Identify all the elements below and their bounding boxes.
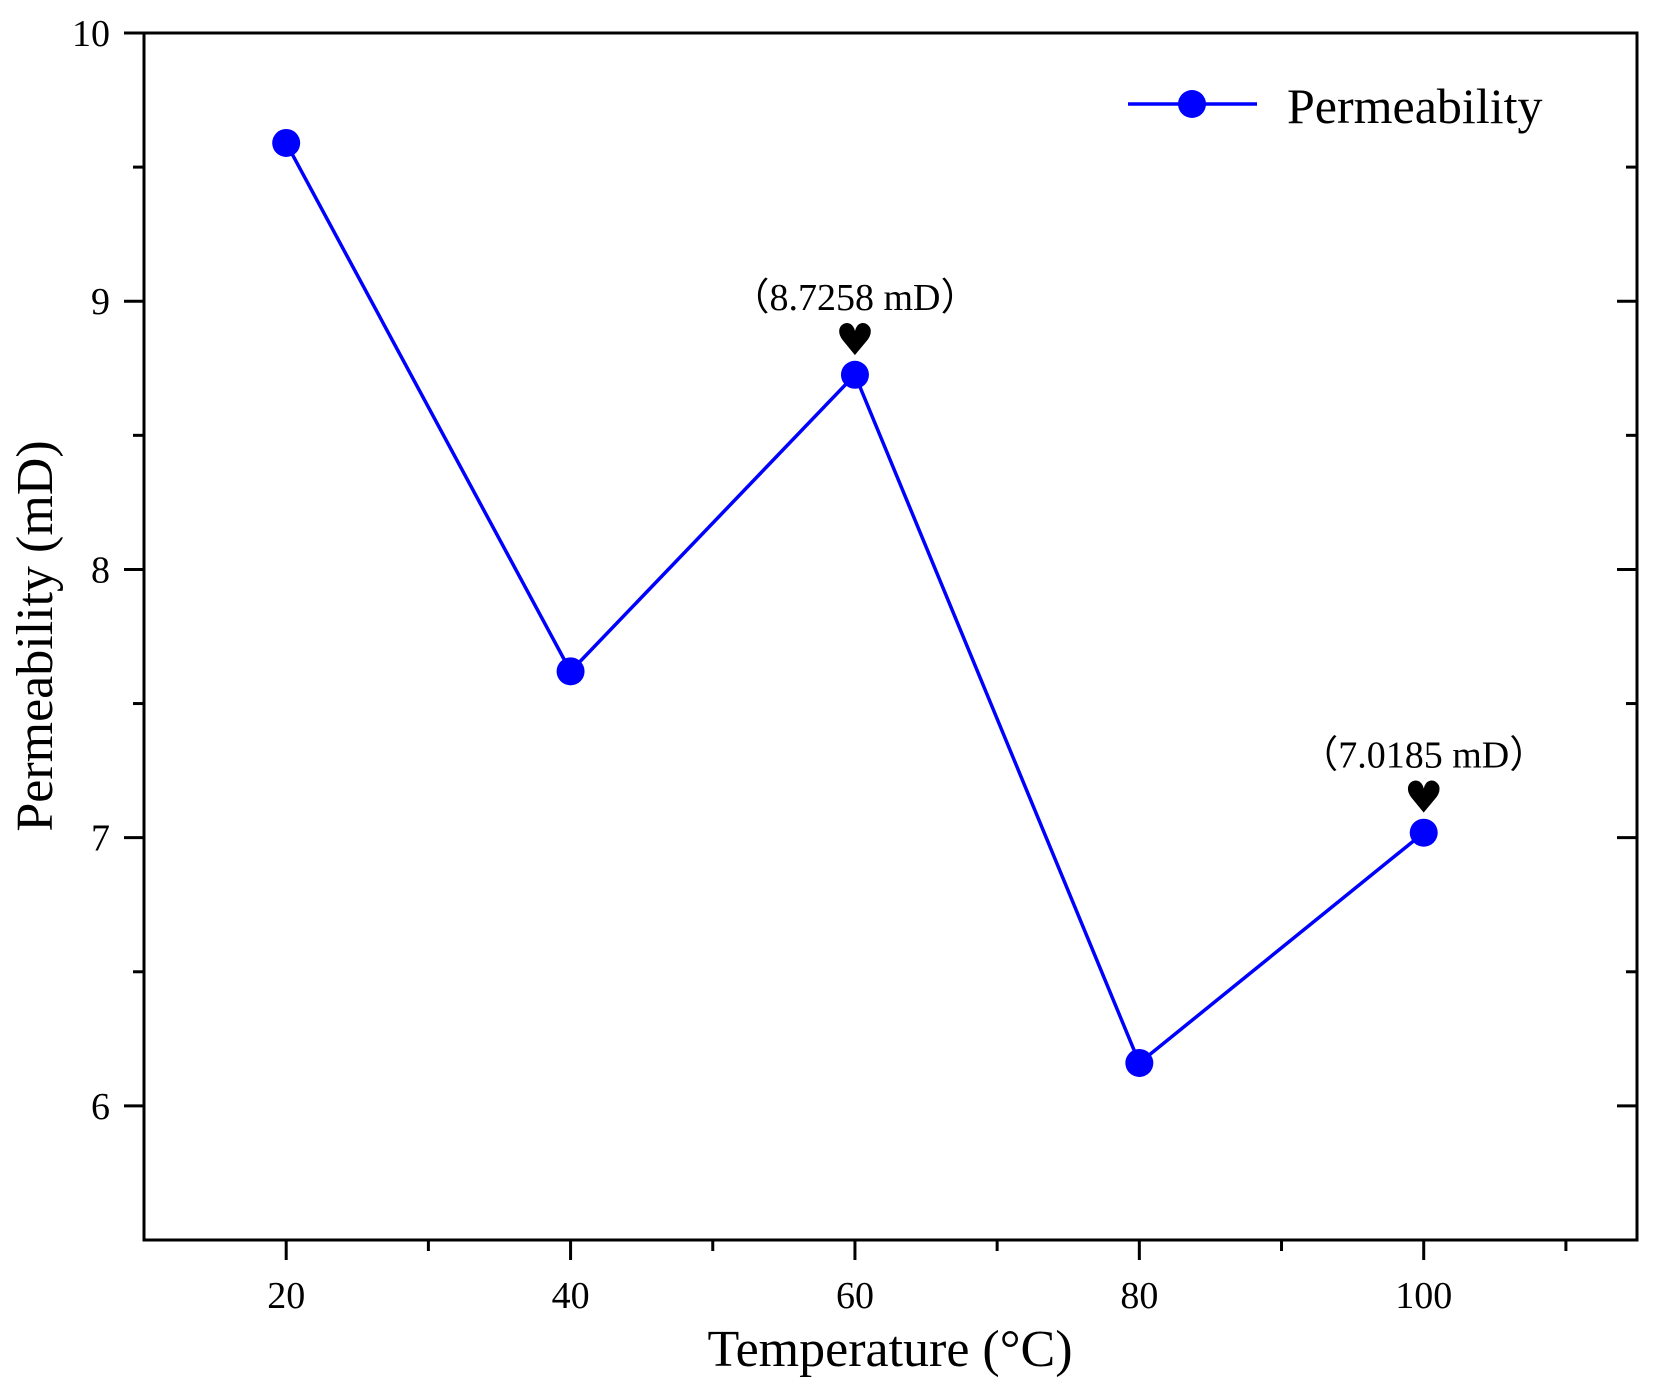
data-point [840, 360, 869, 389]
y-tick-label: 6 [91, 1086, 110, 1128]
axis-tick-labels: 20 40 60 80 100 6 7 8 9 10 [72, 13, 1452, 1317]
x-tick-label: 20 [267, 1275, 305, 1317]
x-tick-label: 80 [1120, 1275, 1158, 1317]
x-axis-label: Temperature (°C) [707, 1321, 1072, 1378]
data-point [1125, 1048, 1154, 1077]
annotations: ♥（8.7258 mD）♥（7.0185 mD） [731, 277, 1547, 824]
legend-label-permeability: Permeability [1287, 78, 1543, 134]
y-tick-label: 7 [91, 818, 110, 860]
legend: Permeability [1128, 78, 1543, 134]
plot-frame [142, 31, 1639, 1242]
y-tick-label: 8 [91, 549, 110, 591]
annotation-label: （7.0185 mD） [1300, 735, 1547, 777]
x-tick-label: 100 [1395, 1275, 1452, 1317]
data-point [272, 128, 301, 157]
axis-ticks [124, 31, 1637, 1260]
legend-marker [1178, 90, 1206, 118]
data-point [1409, 818, 1438, 847]
annotation-label: （8.7258 mD） [731, 277, 978, 319]
x-tick-label: 40 [552, 1275, 590, 1317]
data-points [272, 128, 1438, 1077]
y-tick-label: 10 [72, 13, 110, 55]
x-tick-label: 60 [836, 1275, 874, 1317]
y-axis-label: Permeability (mD) [7, 440, 64, 831]
heart-icon: ♥ [1404, 773, 1443, 824]
data-point [556, 657, 585, 686]
y-tick-label: 9 [91, 281, 110, 323]
heart-icon: ♥ [835, 315, 874, 366]
